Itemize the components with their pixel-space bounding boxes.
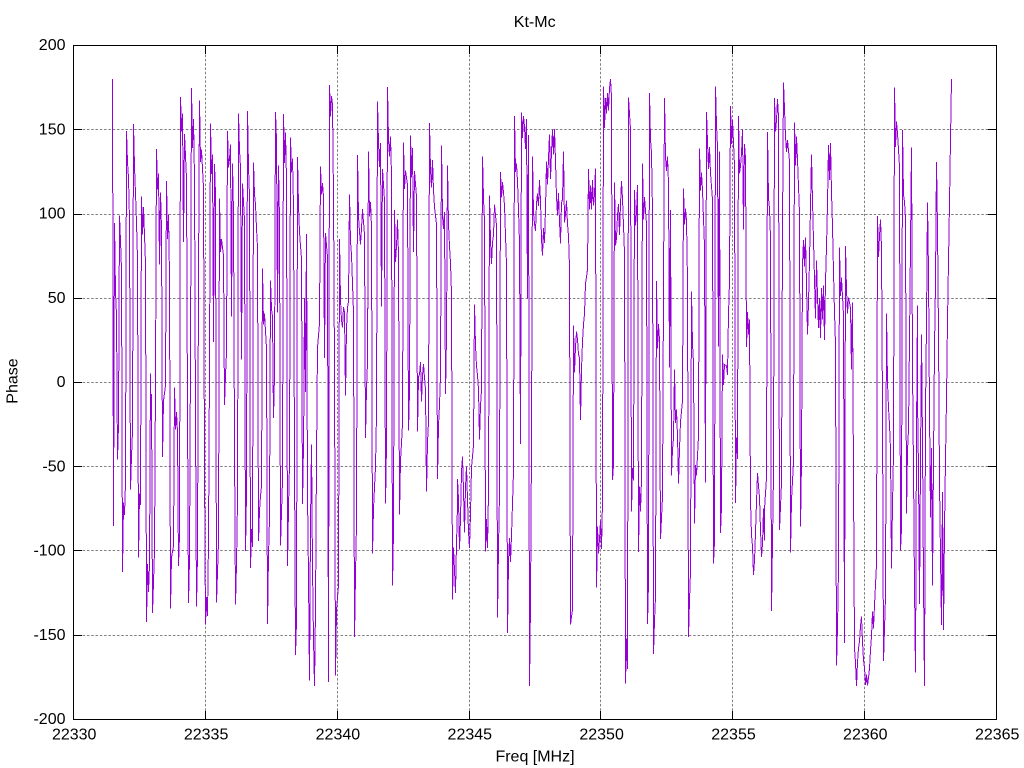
svg-text:-200: -200	[33, 711, 65, 728]
svg-text:22345: 22345	[448, 727, 493, 744]
svg-text:50: 50	[48, 290, 66, 307]
svg-text:-100: -100	[33, 543, 65, 560]
svg-text:22335: 22335	[184, 727, 229, 744]
svg-text:-50: -50	[42, 458, 65, 475]
svg-text:0: 0	[57, 374, 66, 391]
svg-text:Freq [MHz]: Freq [MHz]	[495, 748, 574, 765]
svg-text:22340: 22340	[316, 727, 361, 744]
svg-text:200: 200	[39, 37, 66, 54]
svg-text:22355: 22355	[711, 727, 756, 744]
svg-text:22330: 22330	[52, 727, 97, 744]
svg-text:22360: 22360	[843, 727, 888, 744]
svg-text:22365: 22365	[975, 727, 1020, 744]
svg-text:Phase: Phase	[4, 358, 21, 403]
svg-text:Kt-Mc: Kt-Mc	[514, 14, 556, 31]
svg-text:-150: -150	[33, 627, 65, 644]
svg-text:100: 100	[39, 206, 66, 223]
svg-text:22350: 22350	[579, 727, 624, 744]
svg-text:150: 150	[39, 121, 66, 138]
